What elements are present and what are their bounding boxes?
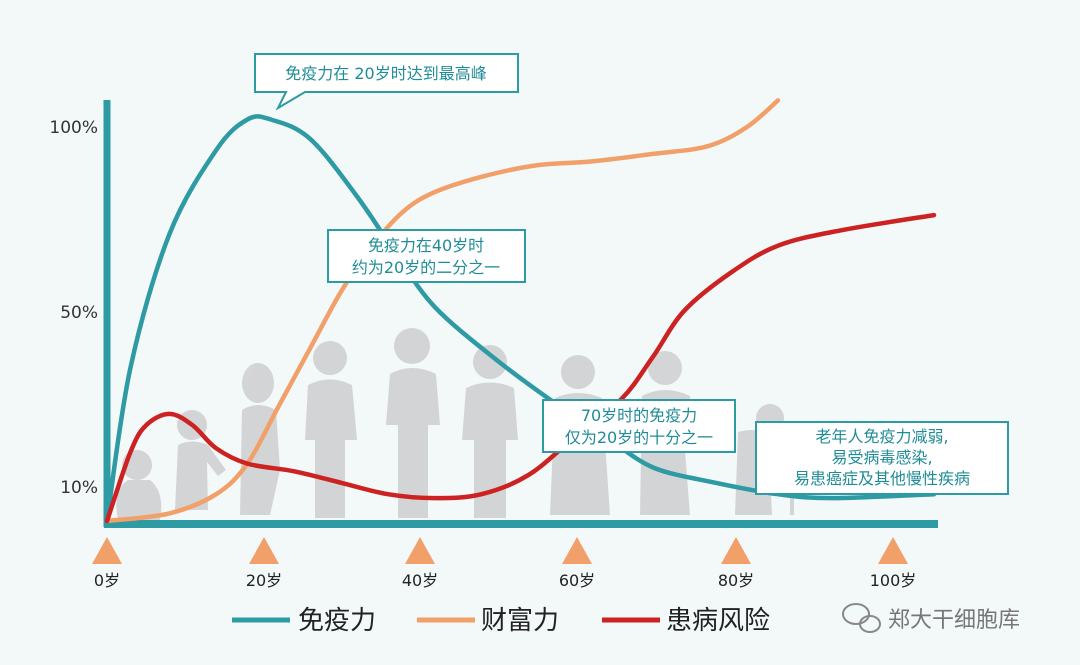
x-tick-label: 20岁 bbox=[246, 571, 282, 590]
callout-forty-line1: 免疫力在40岁时 bbox=[368, 236, 484, 255]
callout-seventy-line1: 70岁时的免疫力 bbox=[581, 406, 697, 425]
teen-silhouette bbox=[240, 363, 280, 515]
x-tick-marker bbox=[721, 537, 751, 564]
callout-peak: 免疫力在 20岁时达到最高峰 bbox=[254, 53, 519, 111]
callout-elderly: 老年人免疫力减弱, 易受病毒感染, 易患癌症及其他慢性疾病 bbox=[755, 421, 1009, 495]
x-tick-label: 0岁 bbox=[94, 571, 120, 590]
x-tick-marker bbox=[878, 537, 908, 564]
callout-elderly-line3: 易患癌症及其他慢性疾病 bbox=[794, 469, 970, 488]
legend-label-immunity: 免疫力 bbox=[298, 606, 376, 636]
middle-aged-silhouette bbox=[462, 345, 518, 518]
y-tick-label: 10% bbox=[60, 478, 98, 498]
x-tick-label: 80岁 bbox=[718, 571, 754, 590]
callout-seventy-line2: 仅为20岁的十分之一 bbox=[565, 428, 713, 447]
legend: 免疫力 财富力 患病风险 bbox=[232, 606, 770, 636]
watermark: 郑大干细胞库 bbox=[842, 603, 1020, 633]
series-line-wealth bbox=[104, 98, 781, 524]
x-tick-marker bbox=[562, 537, 592, 564]
x-tick-label: 60岁 bbox=[559, 571, 595, 590]
wechat-icon bbox=[842, 603, 881, 633]
callout-elderly-line1: 老年人免疫力减弱, bbox=[815, 427, 948, 446]
young-man-silhouette bbox=[305, 341, 357, 518]
watermark-text: 郑大干细胞库 bbox=[888, 608, 1020, 633]
y-tick-label: 50% bbox=[60, 303, 98, 323]
x-tick-marker bbox=[92, 537, 122, 564]
callout-forty: 免疫力在40岁时 约为20岁的二分之一 bbox=[327, 229, 526, 283]
callout-forty-line2: 约为20岁的二分之一 bbox=[352, 258, 500, 277]
x-tick-marker bbox=[249, 537, 279, 564]
y-tick-label: 100% bbox=[49, 118, 98, 138]
legend-label-disease: 患病风险 bbox=[666, 606, 770, 636]
x-tick-label: 40岁 bbox=[402, 571, 438, 590]
callout-seventy: 70岁时的免疫力 仅为20岁的十分之一 bbox=[542, 399, 736, 453]
baby-silhouette bbox=[116, 450, 162, 520]
series-line-disease bbox=[104, 212, 937, 524]
x-tick-markers bbox=[92, 537, 908, 564]
callout-elderly-line2: 易受病毒感染, bbox=[831, 448, 932, 467]
legend-label-wealth: 财富力 bbox=[481, 606, 559, 636]
adult-man-silhouette bbox=[386, 328, 440, 518]
x-tick-marker bbox=[405, 537, 435, 564]
x-tick-label: 100岁 bbox=[870, 571, 917, 590]
callout-peak-text: 免疫力在 20岁时达到最高峰 bbox=[285, 64, 486, 83]
